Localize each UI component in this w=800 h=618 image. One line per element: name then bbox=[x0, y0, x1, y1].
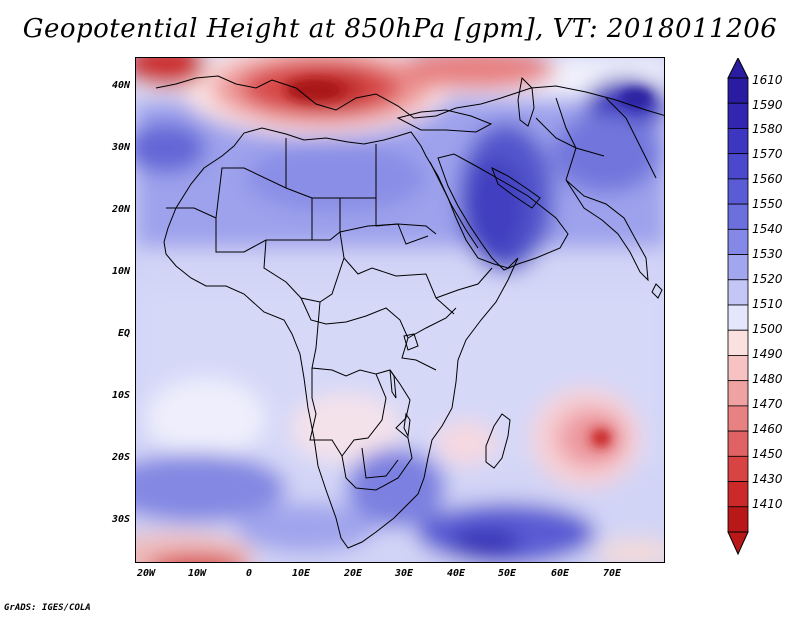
hotspots bbox=[286, 80, 652, 446]
lon-label: 20W bbox=[136, 568, 156, 579]
colorbar-swatch bbox=[727, 355, 749, 382]
colorbar-swatch bbox=[727, 380, 749, 407]
sri-lanka bbox=[651, 283, 663, 299]
lon-label: 30E bbox=[394, 568, 414, 579]
map-canvas bbox=[136, 58, 664, 562]
lat-label: 20S bbox=[111, 452, 130, 463]
lake-tanganyika bbox=[389, 369, 397, 399]
lat-label: 30N bbox=[111, 142, 130, 153]
border-15 bbox=[605, 97, 657, 179]
border-8 bbox=[300, 297, 437, 371]
lon-label: 40E bbox=[446, 568, 466, 579]
border-4 bbox=[312, 144, 377, 199]
caspian-sea bbox=[517, 76, 535, 127]
colorbar-swatch bbox=[727, 178, 749, 205]
credit-text: GrADS: IGES/COLA bbox=[4, 603, 91, 613]
colorbar-label: 1410 bbox=[752, 497, 783, 511]
border-5 bbox=[375, 198, 437, 235]
colorbar-label: 1470 bbox=[752, 397, 783, 411]
colorbar-swatch bbox=[727, 430, 749, 457]
persian-gulf bbox=[491, 166, 541, 209]
border-12 bbox=[435, 267, 493, 299]
colorbar-swatch bbox=[727, 77, 749, 104]
lat-label: 40N bbox=[111, 80, 130, 91]
lon-label: 0 bbox=[245, 568, 253, 579]
india-coast bbox=[565, 179, 649, 282]
colorbar-swatch bbox=[727, 481, 749, 508]
colorbar-label: 1580 bbox=[752, 122, 783, 136]
colorbar-swatch bbox=[727, 455, 749, 482]
border-6 bbox=[339, 198, 455, 315]
lon-label: 10W bbox=[187, 568, 207, 579]
border-13 bbox=[407, 307, 457, 339]
colorbar-label: 1460 bbox=[752, 422, 783, 436]
anatolia bbox=[396, 109, 493, 133]
border-16 bbox=[535, 117, 605, 157]
colorbar-swatch bbox=[727, 128, 749, 155]
map-panel bbox=[135, 57, 665, 563]
colorbar-label: 1510 bbox=[752, 297, 783, 311]
colorbar-swatch bbox=[727, 304, 749, 331]
arabian-peninsula bbox=[437, 153, 569, 271]
colorbar-swatch bbox=[727, 203, 749, 230]
lat-label: EQ bbox=[117, 328, 130, 339]
madagascar bbox=[485, 413, 511, 469]
europe-coast bbox=[155, 75, 664, 119]
lake-malawi bbox=[403, 412, 411, 438]
colorbar-swatch bbox=[727, 329, 749, 356]
colorbar-swatch bbox=[727, 254, 749, 281]
lon-label: 20E bbox=[343, 568, 363, 579]
lon-label: 10E bbox=[291, 568, 311, 579]
colorbar-label: 1500 bbox=[752, 322, 783, 336]
colorbar-swatch bbox=[727, 279, 749, 306]
colorbar-label: 1430 bbox=[752, 472, 783, 486]
colorbar-label: 1540 bbox=[752, 222, 783, 236]
lat-label: 20N bbox=[111, 204, 130, 215]
colorbar-label: 1560 bbox=[752, 172, 783, 186]
lon-label: 50E bbox=[497, 568, 517, 579]
lake-victoria bbox=[403, 333, 419, 351]
lon-label: 70E bbox=[602, 568, 622, 579]
map-title: Geopotential Height at 850hPa [gpm], VT:… bbox=[22, 14, 778, 44]
colorbar-swatch bbox=[727, 102, 749, 129]
border-11 bbox=[361, 447, 399, 479]
colorbar-swatch bbox=[727, 228, 749, 255]
colorbar-swatch bbox=[727, 405, 749, 432]
border-2 bbox=[215, 167, 313, 240]
colorbar-label: 1480 bbox=[752, 372, 783, 386]
colorbar-label: 1490 bbox=[752, 347, 783, 361]
colorbar-label: 1450 bbox=[752, 447, 783, 461]
lat-label: 30S bbox=[111, 514, 130, 525]
lon-label: 60E bbox=[550, 568, 570, 579]
africa-coastline bbox=[163, 127, 519, 549]
colorbar-top-arrow bbox=[727, 58, 749, 79]
colorbar-label: 1520 bbox=[752, 272, 783, 286]
colorbar-label: 1590 bbox=[752, 98, 783, 112]
red-sea bbox=[429, 161, 479, 249]
colorbar bbox=[727, 58, 749, 556]
coastlines-and-borders bbox=[155, 75, 664, 549]
lat-label: 10S bbox=[111, 390, 130, 401]
height-field bbox=[136, 58, 664, 562]
colorbar-bottom-arrow bbox=[727, 531, 749, 556]
colorbar-swatch bbox=[727, 153, 749, 180]
border-10 bbox=[309, 368, 343, 457]
colorbar-swatch bbox=[727, 506, 749, 533]
border-14 bbox=[555, 97, 577, 181]
colorbar-label: 1570 bbox=[752, 147, 783, 161]
colorbar-label: 1530 bbox=[752, 247, 783, 261]
colorbar-label: 1610 bbox=[752, 73, 783, 87]
lat-label: 10N bbox=[111, 266, 130, 277]
colorbar-label: 1550 bbox=[752, 197, 783, 211]
